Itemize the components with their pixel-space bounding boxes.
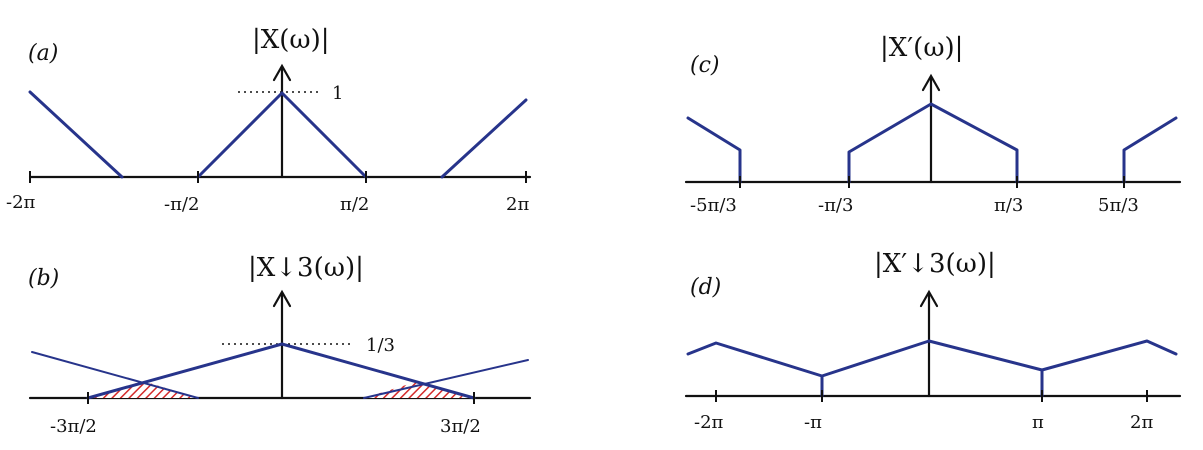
panel-c-label: (c) bbox=[690, 53, 720, 78]
panel-b-left-replica bbox=[31, 351, 199, 399]
panel-b-right-replica bbox=[363, 359, 529, 399]
panel-b-label: (b) bbox=[28, 266, 59, 291]
panel-c-title: |X′(ω)| bbox=[880, 33, 963, 63]
panel-d-tick-label: -π bbox=[804, 412, 822, 433]
panel-c: (c) |X′(ω)| -5π/3 -π/3 π/3 5π/3 bbox=[684, 33, 1182, 216]
panel-c-right-replica bbox=[1122, 116, 1178, 184]
panel-d-spectrum bbox=[686, 339, 1178, 398]
panel-d-title: |X′↓3(ω)| bbox=[874, 249, 996, 279]
panel-a-peak-label: 1 bbox=[332, 83, 343, 104]
panel-a-label: (a) bbox=[28, 41, 58, 66]
panel-a-tick-label: -2π bbox=[6, 192, 36, 213]
panel-b-main-lobe bbox=[86, 342, 476, 400]
panel-d-tick-label: 2π bbox=[1130, 412, 1153, 433]
panel-b-tick-label: -3π/2 bbox=[50, 416, 97, 437]
panel-b-peak-label: 1/3 bbox=[366, 335, 395, 356]
panel-a-title: |X(ω)| bbox=[252, 25, 330, 55]
panel-c-tick-label: π/3 bbox=[994, 195, 1023, 216]
panel-b-tick-label: 3π/2 bbox=[440, 416, 481, 437]
panel-d-label: (d) bbox=[690, 275, 721, 300]
panel-b-y-arrow bbox=[272, 289, 292, 308]
panel-d-tick-label: π bbox=[1032, 412, 1044, 433]
panel-a-tick-label: 2π bbox=[506, 194, 529, 215]
panel-d-tick-label: -2π bbox=[694, 412, 724, 433]
panel-b: (b) |X↓3(ω)| 1/3 -3π/2 3π/2 bbox=[28, 253, 532, 437]
panel-c-left-replica bbox=[686, 116, 742, 184]
panel-c-tick-label: 5π/3 bbox=[1098, 195, 1139, 216]
panel-b-alias-left bbox=[88, 381, 198, 398]
panel-b-alias-right bbox=[364, 381, 474, 398]
panel-b-title: |X↓3(ω)| bbox=[248, 253, 364, 283]
panel-a-tick-label: -π/2 bbox=[164, 194, 199, 215]
panel-c-tick-label: -5π/3 bbox=[690, 195, 737, 216]
panel-a: (a) |X(ω)| 1 -2π -π/2 π/2 2π bbox=[6, 25, 532, 215]
panel-d: (d) |X′↓3(ω)| -2π -π π 2π bbox=[684, 249, 1182, 433]
panel-d-y-arrow bbox=[919, 289, 939, 308]
panel-a-y-arrow bbox=[272, 63, 292, 82]
panel-c-main-lobe bbox=[847, 102, 1019, 184]
panel-c-y-arrow bbox=[921, 73, 941, 92]
panel-a-left-replica bbox=[28, 90, 124, 179]
panel-a-right-replica bbox=[440, 98, 528, 179]
panel-a-tick-label: π/2 bbox=[340, 194, 369, 215]
panel-c-tick-label: -π/3 bbox=[818, 195, 853, 216]
panel-a-main-lobe bbox=[196, 91, 368, 179]
